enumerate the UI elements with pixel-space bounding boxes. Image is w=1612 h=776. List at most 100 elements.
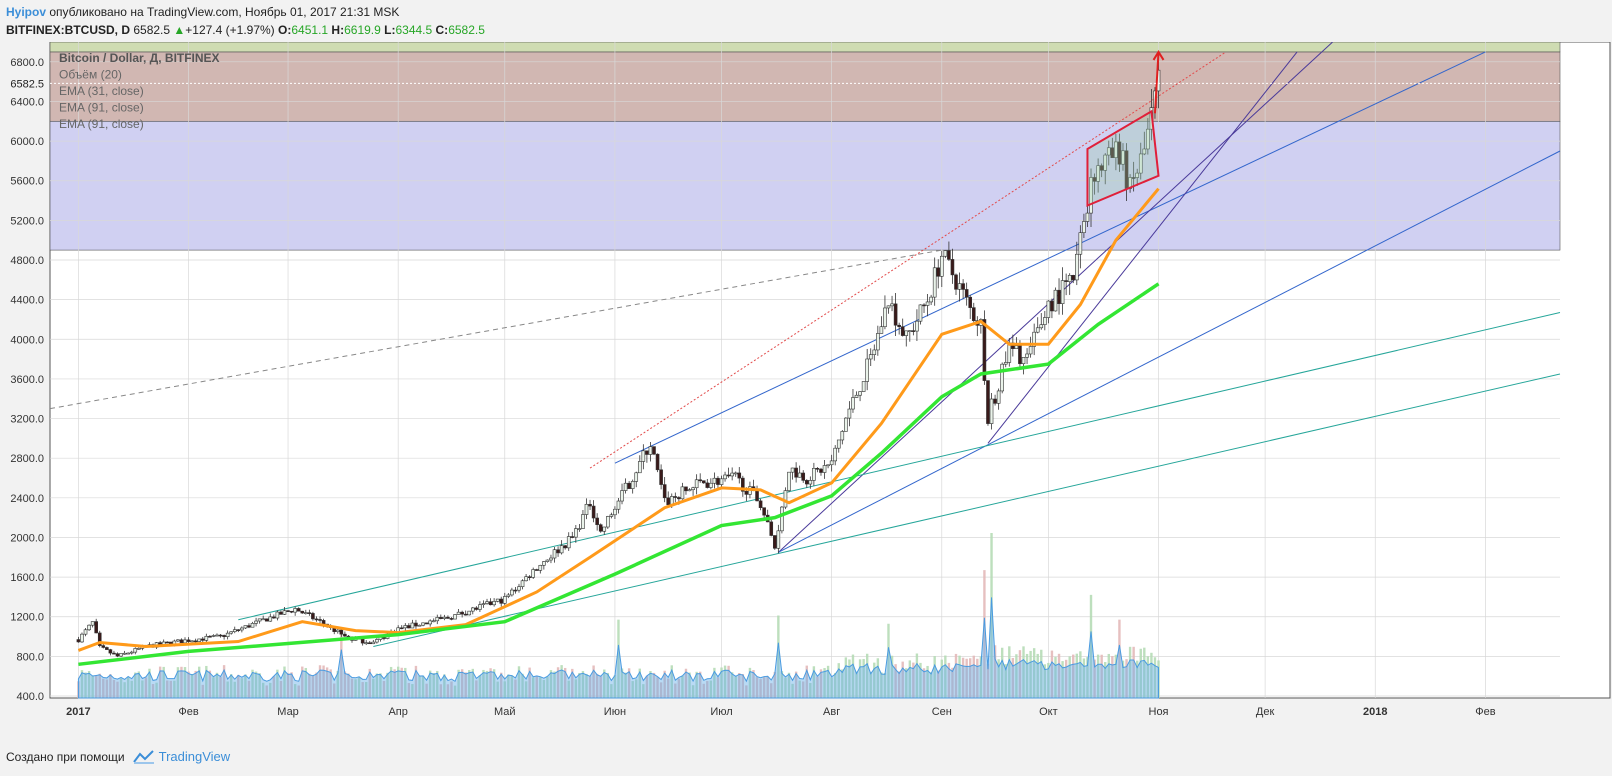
legend-entry[interactable]: EMA (91, close) — [59, 101, 144, 115]
volume-bar — [894, 664, 897, 698]
volume-bar — [1132, 646, 1135, 698]
candle-body — [659, 469, 663, 485]
candle-body — [211, 635, 216, 637]
volume-bar — [830, 677, 833, 698]
candle-body — [772, 535, 777, 549]
trend-line[interactable] — [49, 249, 942, 410]
tradingview-link[interactable]: TradingView — [132, 746, 230, 768]
candle-body — [431, 620, 436, 623]
candle-body — [637, 461, 642, 474]
candle-body — [190, 640, 194, 643]
volume-bar — [130, 680, 133, 698]
volume-bar — [613, 675, 617, 698]
volume-bar — [1047, 662, 1050, 698]
volume-bar — [969, 658, 972, 698]
trend-line[interactable] — [778, 150, 1561, 553]
trend-line[interactable] — [987, 51, 1298, 444]
volume-bar — [400, 667, 403, 698]
candle-body — [726, 474, 731, 477]
candle-body — [705, 482, 710, 488]
candle-body — [478, 604, 482, 610]
volume-bar — [844, 657, 848, 698]
candle-body — [780, 506, 784, 532]
volume-bar — [173, 680, 176, 698]
candle-body — [264, 618, 269, 622]
candle-body — [865, 358, 869, 382]
price-chart[interactable]: Bitcoin / Dollar, Д, BITFINEX Объём (20) E… — [0, 42, 1612, 742]
candle-body — [165, 641, 170, 644]
y-tick-label: 2800.0 — [10, 453, 44, 465]
volume-bar — [418, 675, 421, 698]
legend-entry[interactable]: Bitcoin / Dollar, Д, BITFINEX — [59, 51, 220, 65]
volume-bar — [674, 683, 677, 698]
candle-body — [694, 479, 699, 489]
volume-bar — [304, 667, 308, 698]
candle-body — [449, 618, 454, 620]
volume-bar — [91, 675, 94, 698]
candle-body — [247, 625, 251, 628]
candle-body — [243, 625, 248, 629]
volume-bar — [802, 681, 805, 698]
volume-bar — [642, 684, 645, 698]
trend-line[interactable] — [373, 373, 1561, 647]
candle-body — [272, 616, 276, 619]
volume-bar — [915, 653, 919, 698]
candle-body — [584, 503, 589, 515]
volume-bar — [638, 668, 641, 698]
candle-body — [463, 613, 468, 616]
symbol-info: BITFINEX:BTCUSD, D 6582.5 ▲+127.4 (+1.97… — [6, 20, 485, 40]
volume-bar — [141, 680, 144, 698]
volume-bar — [308, 673, 311, 698]
legend-entry[interactable]: EMA (31, close) — [59, 84, 144, 98]
volume-bar — [329, 669, 332, 698]
target-arrow[interactable] — [1153, 51, 1160, 114]
volume-bar — [809, 683, 812, 698]
candle-body — [794, 467, 798, 478]
close-value: 6582.5 — [448, 23, 485, 37]
trend-line[interactable] — [589, 51, 1227, 469]
volume-bar — [524, 681, 528, 698]
volume-bar — [723, 665, 727, 698]
volume-bar — [428, 670, 432, 698]
candle-body — [1131, 177, 1136, 179]
y-tick-label: 6400.0 — [10, 96, 44, 108]
candle-body — [723, 474, 727, 480]
candle-body — [108, 649, 113, 654]
volume-bar — [780, 671, 784, 698]
volume-bar — [709, 680, 713, 698]
legend-entry[interactable]: EMA (91, close) — [59, 117, 144, 131]
volume-bar — [166, 680, 169, 698]
author-name[interactable]: Hyipov — [6, 5, 47, 19]
low-label: L: — [384, 23, 396, 37]
candle-body — [641, 450, 646, 462]
volume-bar — [912, 662, 915, 698]
candle-body — [1110, 147, 1115, 158]
candle-body — [986, 380, 990, 424]
candle-body — [552, 549, 557, 559]
candle-body — [900, 326, 905, 336]
volume-bar — [567, 680, 570, 698]
pennant-pattern[interactable] — [1086, 109, 1160, 208]
volume-bar — [702, 683, 705, 698]
volume-bar — [741, 674, 745, 698]
candle-body — [1007, 342, 1012, 363]
volume-bar — [432, 672, 435, 698]
volume-bar — [848, 659, 851, 698]
volume-bar — [336, 670, 339, 698]
volume-bar — [997, 659, 1000, 698]
candle-body — [769, 521, 774, 536]
volume-bar — [986, 663, 990, 698]
trend-line[interactable] — [614, 51, 1486, 464]
legend-entry[interactable]: Объём (20) — [59, 68, 122, 82]
volume-bar — [507, 674, 510, 698]
candle-body — [1064, 280, 1068, 282]
volume-bar — [407, 683, 411, 698]
candle-body — [929, 296, 933, 303]
candle-body — [932, 267, 937, 298]
candle-body — [126, 652, 130, 655]
trend-line[interactable] — [238, 312, 1561, 621]
volume-ma-area — [77, 597, 1160, 699]
y-tick-label: 4800.0 — [10, 255, 44, 267]
volume-bar — [965, 658, 968, 698]
volume-bar — [98, 673, 101, 698]
